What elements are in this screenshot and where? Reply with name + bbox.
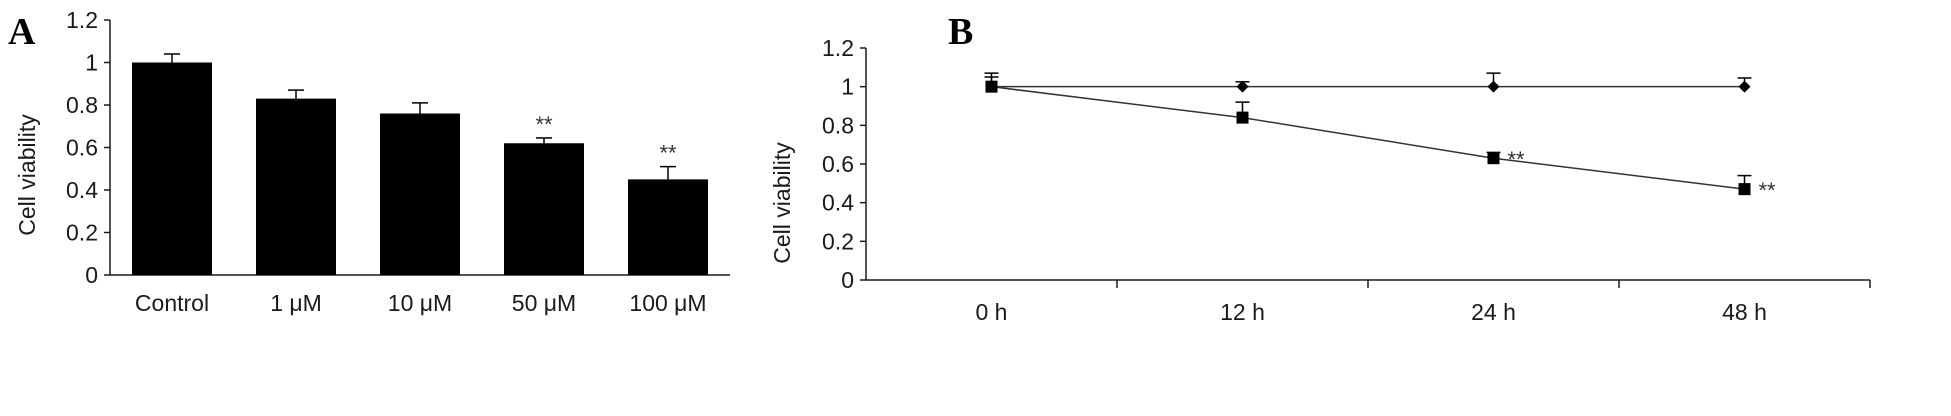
panel-b-y-axis-title: Cell viability bbox=[769, 142, 795, 264]
panel-b-y-tick-label: 0 bbox=[841, 267, 854, 293]
panel-a-x-tick-label: 1 μM bbox=[270, 290, 322, 316]
panel-b-y-tick-label: 0.4 bbox=[822, 190, 854, 216]
panel-a-y-tick-label: 0.4 bbox=[66, 177, 98, 203]
panel-a-bar bbox=[628, 179, 708, 275]
panel-b-x-tick-label: 48 h bbox=[1722, 299, 1767, 325]
panel-a-y-axis-title: Cell viability bbox=[14, 114, 40, 236]
panel-a-x-tick-label: Control bbox=[135, 290, 209, 316]
panel-b-x-tick-label: 12 h bbox=[1220, 299, 1265, 325]
panel-b-y-tick-label: 0.6 bbox=[822, 151, 854, 177]
panel-b-x-tick-label: 0 h bbox=[976, 299, 1008, 325]
panel-a-x-tick-label: 100 μM bbox=[629, 290, 706, 316]
panel-b-square-marker bbox=[1236, 111, 1249, 124]
panel-a-y-tick-label: 0.8 bbox=[66, 92, 98, 118]
panel-b-diamond-marker bbox=[1236, 80, 1249, 93]
panel-a-y-tick-label: 0.6 bbox=[66, 135, 98, 161]
panel-b-diamond-marker bbox=[1487, 80, 1500, 93]
panel-a-chart: Cell viability 0 0.2 0.4 0.6 0.8 1 1.2 Control 1… bbox=[14, 7, 730, 316]
panel-a-x-tick-label: 10 μM bbox=[388, 290, 452, 316]
panel-a-y-tick-label: 1 bbox=[85, 50, 98, 76]
panel-a-bar bbox=[132, 62, 212, 275]
panel-a-significance-label: ** bbox=[535, 112, 553, 137]
panel-a-y-tick-label: 1.2 bbox=[66, 7, 98, 33]
panel-a-letter: A bbox=[8, 11, 36, 53]
panel-a-y-tick-label: 0 bbox=[85, 262, 98, 288]
panel-b-square-marker bbox=[985, 80, 998, 93]
panel-b-letter: B bbox=[948, 11, 973, 53]
panel-b-y-tick-label: 0.8 bbox=[822, 112, 854, 138]
panel-b-y-tick-label: 1 bbox=[841, 74, 854, 100]
panel-b-chart: Cell viability 0 0.2 0.4 0.6 0.8 1 1.2 0 h 12 h 2… bbox=[769, 35, 1871, 325]
panel-b-significance-label: ** bbox=[1508, 147, 1526, 172]
panel-b-y-tick-label: 0.2 bbox=[822, 228, 854, 254]
panel-a-bar bbox=[256, 98, 336, 275]
panel-a-significance-label: ** bbox=[659, 141, 677, 166]
panel-b-x-tick-label: 24 h bbox=[1471, 299, 1516, 325]
panel-a-x-tick-label: 50 μM bbox=[512, 290, 576, 316]
panel-b-series-square-line bbox=[991, 85, 1745, 190]
panel-b-square-marker bbox=[1487, 152, 1500, 165]
panel-a-y-tick-label: 0.2 bbox=[66, 220, 98, 246]
panel-b-significance-label: ** bbox=[1759, 178, 1777, 203]
panel-a-bar bbox=[504, 143, 584, 275]
panel-b-y-tick-label: 1.2 bbox=[822, 35, 854, 61]
panel-b-square-marker bbox=[1738, 183, 1751, 196]
panel-b-diamond-marker bbox=[1738, 80, 1751, 93]
panel-a-bar bbox=[380, 113, 460, 275]
